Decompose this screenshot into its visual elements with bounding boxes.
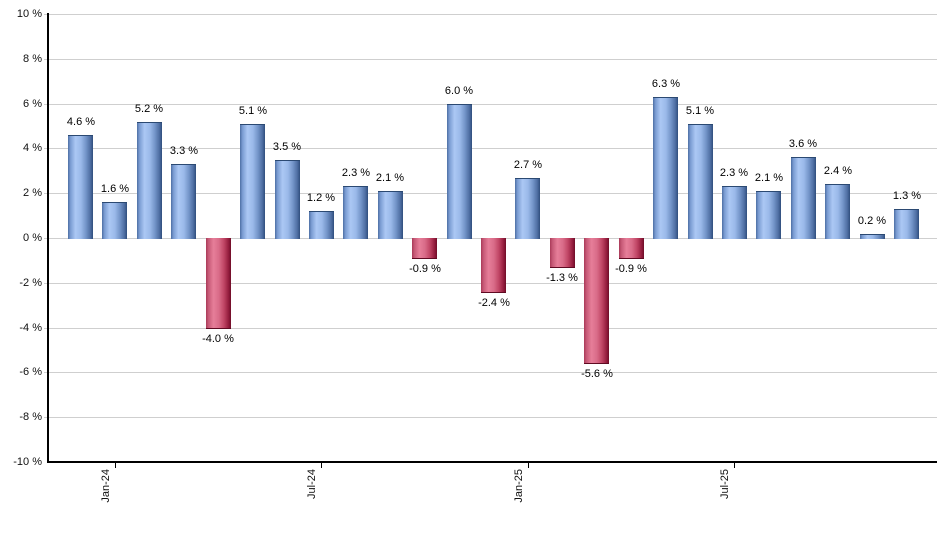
bar-Aug-24 — [343, 186, 368, 239]
bar-Jan-25 — [515, 178, 540, 239]
y-axis-line — [47, 13, 49, 463]
bar-value-label: 5.1 % — [238, 105, 268, 117]
x-tick-Jan-24 — [115, 463, 116, 468]
y-tick-label: 4 % — [23, 142, 42, 154]
bar-value-label: 5.1 % — [685, 105, 715, 117]
bar-Apr-25 — [619, 238, 644, 259]
bar-value-label: -4.0 % — [202, 333, 234, 345]
bar-value-label: -0.9 % — [409, 263, 441, 275]
gridline-2 — [44, 193, 937, 194]
bar-May-24 — [240, 124, 265, 239]
bar-Oct-24 — [412, 238, 437, 259]
bar-value-label: -0.9 % — [615, 263, 647, 275]
gridline-6 — [44, 104, 937, 105]
y-tick-label: -6 % — [19, 366, 42, 378]
y-tick-label: -2 % — [19, 277, 42, 289]
y-tick-label: 0 % — [23, 232, 42, 244]
bar-May-25 — [653, 97, 678, 239]
x-tick-label: Jul-24 — [306, 469, 318, 499]
y-tick-label: -8 % — [19, 411, 42, 423]
bar-value-label: 1.3 % — [892, 190, 922, 202]
bar-value-label: 2.1 % — [754, 172, 784, 184]
bar-Dec-25 — [894, 209, 919, 239]
bar-value-label: 3.3 % — [169, 145, 199, 157]
bar-Nov-24 — [447, 104, 472, 239]
x-tick-label: Jan-25 — [513, 469, 525, 503]
x-tick-label: Jul-25 — [719, 469, 731, 499]
bar-value-label: -2.4 % — [478, 297, 510, 309]
bar-Dec-23 — [68, 135, 93, 239]
gridline-10 — [44, 14, 937, 15]
bar-Jul-24 — [309, 211, 334, 239]
bar-Nov-25 — [860, 234, 885, 239]
bar-value-label: 2.4 % — [823, 165, 853, 177]
bar-value-label: 6.3 % — [651, 78, 681, 90]
bar-Dec-24 — [481, 238, 506, 293]
bar-value-label: 5.2 % — [134, 103, 164, 115]
x-axis-line — [47, 461, 937, 463]
gridline--6 — [44, 372, 937, 373]
gridline-8 — [44, 59, 937, 60]
x-tick-label: Jan-24 — [100, 469, 112, 503]
bar-Jul-25 — [722, 186, 747, 239]
bar-Mar-25 — [584, 238, 609, 364]
gridline--4 — [44, 328, 937, 329]
bar-Feb-25 — [550, 238, 575, 268]
bar-Oct-25 — [825, 184, 850, 239]
bar-value-label: 0.2 % — [857, 215, 887, 227]
bar-value-label: -5.6 % — [581, 368, 613, 380]
bar-value-label: 6.0 % — [444, 85, 474, 97]
x-tick-Jul-25 — [734, 463, 735, 468]
bar-Sep-25 — [791, 157, 816, 239]
y-tick-label: -10 % — [13, 456, 42, 468]
bar-value-label: 4.6 % — [66, 116, 96, 128]
bar-Mar-24 — [171, 164, 196, 239]
y-tick-label: 6 % — [23, 98, 42, 110]
bar-value-label: 2.3 % — [719, 167, 749, 179]
bar-Jan-24 — [102, 202, 127, 239]
bar-value-label: 2.7 % — [513, 159, 543, 171]
bar-Feb-24 — [137, 122, 162, 239]
y-tick-label: 2 % — [23, 187, 42, 199]
bar-value-label: 1.6 % — [100, 183, 130, 195]
bar-value-label: 2.3 % — [341, 167, 371, 179]
bar-Jun-25 — [688, 124, 713, 239]
y-tick-label: 10 % — [16, 8, 42, 20]
bar-Apr-24 — [206, 238, 231, 329]
bar-value-label: 3.5 % — [272, 141, 302, 153]
gridline--8 — [44, 417, 937, 418]
bar-value-label: 3.6 % — [788, 138, 818, 150]
gridline-4 — [44, 148, 937, 149]
bar-value-label: -1.3 % — [546, 272, 578, 284]
bar-Jun-24 — [275, 160, 300, 239]
bar-Aug-25 — [756, 191, 781, 239]
bar-value-label: 2.1 % — [375, 172, 405, 184]
x-tick-Jan-25 — [528, 463, 529, 468]
x-tick-Jul-24 — [321, 463, 322, 468]
y-tick-label: -4 % — [19, 322, 42, 334]
bar-Sep-24 — [378, 191, 403, 239]
y-tick-label: 8 % — [23, 53, 42, 65]
bar-value-label: 1.2 % — [306, 192, 336, 204]
